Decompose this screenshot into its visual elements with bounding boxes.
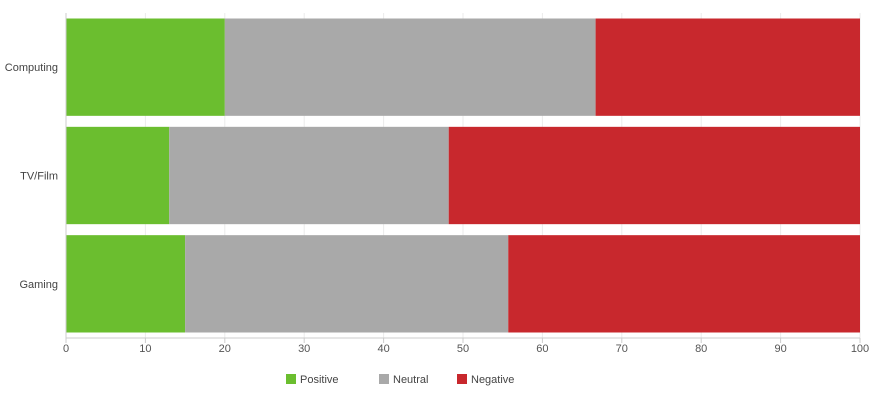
bar-positive-computing — [66, 18, 225, 116]
x-tick-label: 50 — [457, 343, 469, 355]
bar-negative-computing — [595, 18, 860, 116]
bars — [66, 18, 860, 333]
bar-neutral-computing — [224, 18, 596, 116]
legend-label: Neutral — [393, 374, 428, 386]
bar-negative-tv-film — [448, 126, 860, 225]
x-tick-label: 90 — [774, 343, 786, 355]
category-label: TV/Film — [20, 171, 58, 183]
x-tick-label: 80 — [695, 343, 707, 355]
x-axis-ticks: 0 10 20 30 40 50 60 70 80 90 100 — [63, 338, 869, 355]
legend-swatch — [457, 374, 467, 384]
legend: Positive Neutral Negative — [286, 374, 514, 386]
bar-neutral-gaming — [185, 235, 509, 333]
x-tick-label: 70 — [616, 343, 628, 355]
x-tick-label: 60 — [536, 343, 548, 355]
bar-neutral-tv-film — [169, 126, 449, 225]
x-tick-label: 100 — [851, 343, 869, 355]
legend-swatch — [379, 374, 389, 384]
x-tick-label: 40 — [377, 343, 389, 355]
x-tick-label: 0 — [63, 343, 69, 355]
x-tick-label: 10 — [139, 343, 151, 355]
category-labels: Computing TV/Film Gaming — [5, 62, 58, 291]
category-label: Gaming — [19, 279, 58, 291]
legend-label: Positive — [300, 374, 339, 386]
bar-positive-tv-film — [66, 126, 170, 225]
legend-item-neutral[interactable]: Neutral — [379, 374, 428, 386]
legend-item-positive[interactable]: Positive — [286, 374, 339, 386]
legend-item-negative[interactable]: Negative — [457, 374, 514, 386]
x-tick-label: 20 — [219, 343, 231, 355]
bar-negative-gaming — [508, 235, 860, 333]
legend-swatch — [286, 374, 296, 384]
category-label: Computing — [5, 62, 58, 74]
x-tick-label: 30 — [298, 343, 310, 355]
legend-label: Negative — [471, 374, 514, 386]
bar-positive-gaming — [66, 235, 186, 333]
